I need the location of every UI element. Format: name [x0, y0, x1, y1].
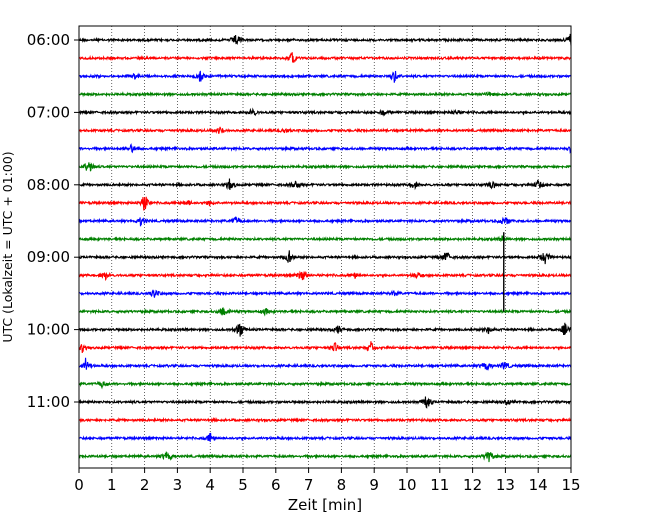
trace-06:45: [78, 91, 572, 98]
x-tick-label: 1: [107, 476, 117, 494]
y-tick-label: 06:00: [27, 31, 70, 49]
trace-08:45: [78, 235, 572, 243]
x-tick-label: 4: [205, 476, 215, 494]
y-tick-label: 07:00: [27, 103, 70, 121]
trace-06:15: [78, 52, 572, 63]
x-tick-label: 6: [271, 476, 281, 494]
trace-06:00: [78, 33, 572, 46]
x-tick-label: 9: [369, 476, 379, 494]
x-axis: 0 1 2 3 4 5 6 7 8 9 10 11 12 13 14 15: [74, 468, 581, 494]
trace-08:30: [78, 216, 572, 227]
trace-08:00: [78, 178, 572, 191]
trace-09:45: [78, 306, 572, 317]
x-tick-label: 3: [173, 476, 183, 494]
x-tick-label: 14: [529, 476, 548, 494]
x-tick-label: 13: [496, 476, 515, 494]
trace-07:30: [78, 143, 572, 154]
trace-11:00: [78, 396, 572, 409]
trace-11:30: [78, 432, 572, 442]
y-tick-label: 08:00: [27, 176, 70, 194]
trace-10:00: [78, 322, 572, 337]
y-tick-label: 10:00: [27, 321, 70, 339]
plot-border: [78, 25, 572, 469]
trace-07:15: [78, 126, 572, 134]
axes-border: [78, 25, 572, 469]
y-tick-label: 09:00: [27, 248, 70, 266]
trace-09:00: [78, 250, 572, 265]
x-tick-label: 12: [463, 476, 482, 494]
trace-06:30: [78, 70, 572, 83]
y-axis-label: UTC (Lokalzeit = UTC + 01:00): [0, 151, 15, 342]
x-tick-label: 2: [140, 476, 150, 494]
x-axis-label: Zeit [min]: [288, 496, 362, 514]
x-tick-label: 11: [430, 476, 449, 494]
x-tick-label: 15: [561, 476, 580, 494]
x-tick-label: 7: [304, 476, 314, 494]
trace-10:15: [78, 341, 572, 354]
x-tick-label: 10: [397, 476, 416, 494]
trace-group: [78, 33, 572, 463]
plot-frame: [79, 26, 571, 468]
x-tick-label: 5: [238, 476, 248, 494]
x-tick-label: 8: [337, 476, 347, 494]
y-axis: 06:00 07:00 08:00 09:00 10:00 11:00: [27, 31, 79, 411]
trace-10:30: [78, 357, 572, 372]
trace-09:30: [78, 289, 572, 298]
trace-11:45: [78, 451, 572, 463]
trace-11:15: [78, 416, 572, 424]
x-tick-label: 0: [74, 476, 84, 494]
y-tick-label: 11:00: [27, 393, 70, 411]
trace-07:00: [78, 107, 572, 117]
trace-08:15: [78, 196, 572, 211]
trace-09:15: [78, 270, 572, 282]
plot-area: [79, 26, 571, 468]
trace-10:45: [78, 380, 572, 390]
trace-07:45: [78, 162, 572, 172]
